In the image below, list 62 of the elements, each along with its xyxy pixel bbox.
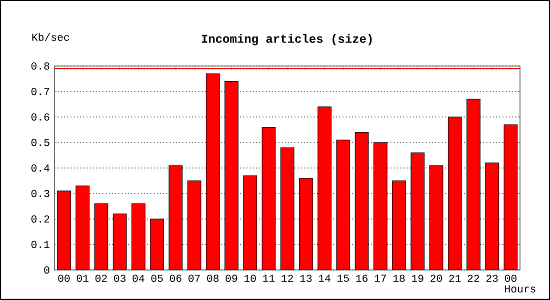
bar [94, 203, 108, 270]
y-tick-label: 0.5 [31, 138, 50, 146]
x-tick-label: 16 [356, 274, 368, 282]
bar [224, 81, 238, 270]
bar [485, 162, 500, 270]
bar [206, 73, 220, 270]
bar [112, 214, 127, 270]
bar [392, 180, 406, 270]
x-tick-label: 04 [132, 274, 144, 282]
bar [243, 175, 258, 270]
bar [410, 152, 425, 270]
bar [150, 218, 164, 270]
bar [299, 178, 313, 270]
y-tick-label: 0 [44, 266, 50, 274]
bar [280, 147, 294, 270]
x-tick-label: 15 [338, 274, 349, 282]
x-tick-label: 18 [393, 274, 405, 282]
x-tick-label: 23 [486, 274, 498, 282]
chart-title: Incoming articles (size) [202, 34, 372, 46]
bar [336, 140, 350, 270]
x-tick-label: 19 [412, 274, 424, 282]
bar [448, 116, 462, 270]
x-tick-label: 08 [207, 274, 219, 282]
y-tick-label: 0.6 [31, 113, 50, 121]
bar [262, 126, 276, 270]
x-tick-label: 13 [300, 274, 312, 282]
x-tick-label: 02 [95, 274, 107, 282]
x-tick-label: 00 [504, 274, 516, 282]
x-tick-label: 11 [263, 274, 275, 282]
y-tick-label: 0.8 [31, 62, 50, 70]
x-axis-title: Hours [505, 285, 536, 293]
x-tick-label: 09 [226, 274, 238, 282]
x-tick-label: 06 [170, 274, 182, 282]
bar [76, 186, 90, 270]
bar [187, 180, 202, 270]
bar [354, 132, 369, 270]
x-tick-label: 14 [318, 274, 330, 282]
x-tick-label: 20 [430, 274, 442, 282]
y-tick-label: 0.2 [31, 215, 50, 223]
x-tick-label: 17 [374, 274, 386, 282]
bar [168, 165, 183, 270]
bar [504, 124, 518, 270]
x-tick-label: 21 [449, 274, 461, 282]
x-tick-label: 12 [282, 274, 293, 282]
y-tick-label: 0.4 [31, 164, 50, 172]
x-tick-label: 03 [114, 274, 126, 282]
bar [57, 190, 71, 270]
y-tick-label: 0.3 [31, 190, 50, 198]
bar [131, 203, 146, 270]
x-tick-label: 00 [58, 274, 70, 282]
x-tick-label: 07 [188, 274, 200, 282]
bar [466, 98, 480, 270]
x-tick-label: 01 [76, 274, 88, 282]
y-tick-label: 0.7 [31, 88, 50, 96]
bar [318, 106, 332, 270]
y-tick-label: 0.1 [31, 240, 50, 248]
bar [373, 142, 388, 270]
x-tick-label: 22 [468, 274, 480, 282]
y-axis-title: Kb/sec [32, 33, 70, 41]
bar [429, 165, 444, 270]
x-tick-label: 10 [244, 274, 256, 282]
x-tick-label: 05 [151, 274, 163, 282]
